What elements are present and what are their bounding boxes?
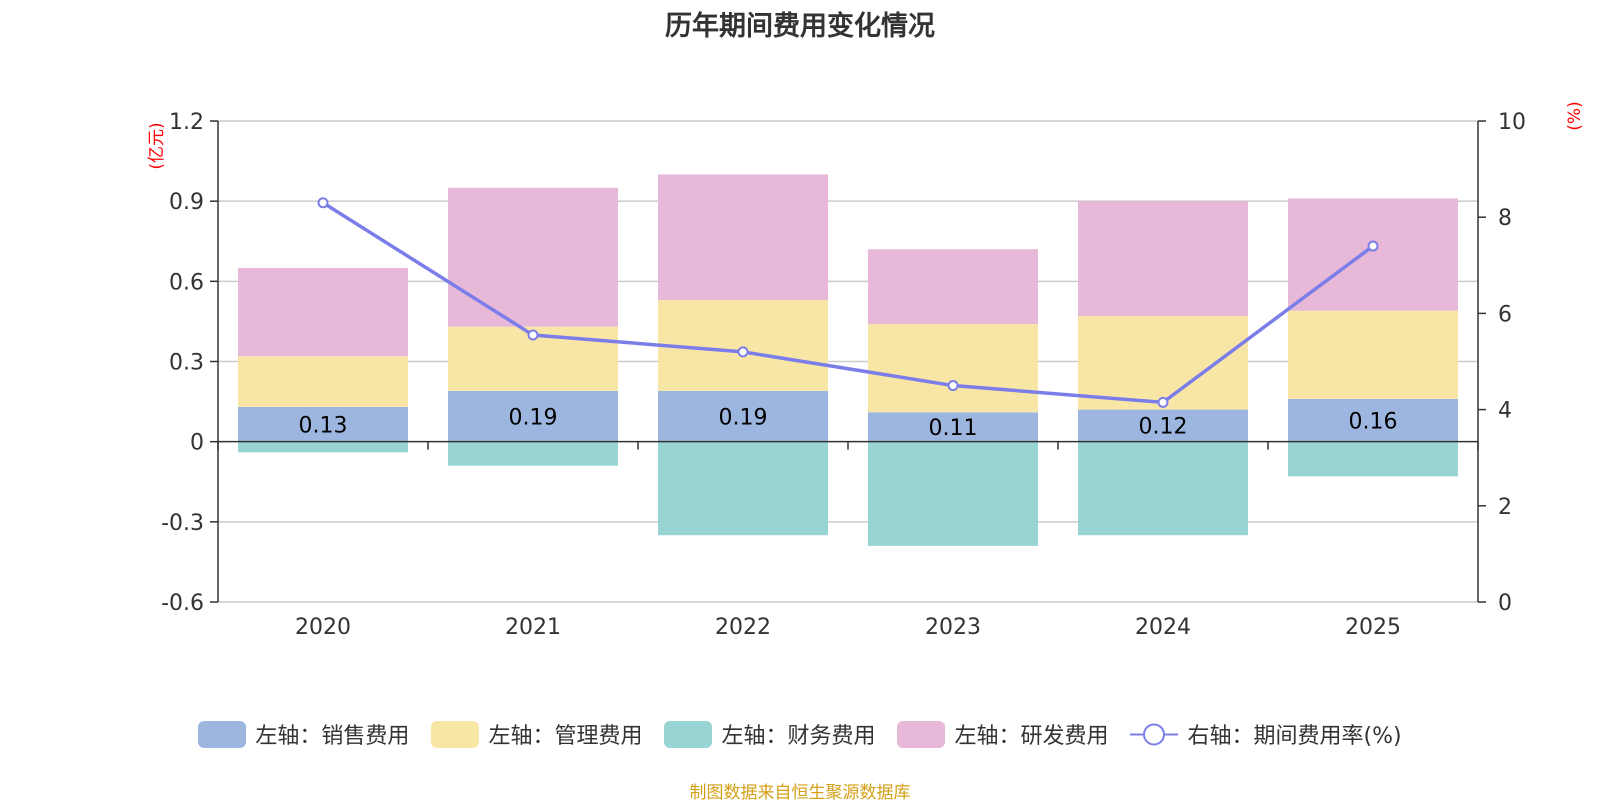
legend-swatch <box>431 720 480 748</box>
bar-1-2020 <box>238 356 408 407</box>
bar-1-2024 <box>1078 316 1248 410</box>
grid-lines <box>218 120 1478 603</box>
left-tick-label: -0.3 <box>161 511 204 536</box>
x-tick-label: 2021 <box>505 615 561 640</box>
right-tick-label: 6 <box>1498 302 1512 327</box>
legend-label: 左轴：管理费用 <box>488 724 643 749</box>
legend-line-icon <box>1130 723 1179 745</box>
bar-0-2021 <box>448 390 618 442</box>
x-tick-label: 2023 <box>925 615 981 640</box>
bars <box>238 174 1458 546</box>
bar-2-2023 <box>868 441 1038 546</box>
source-note: 制图数据来自恒生聚源数据库 <box>689 783 911 803</box>
bar-data-label: 0.19 <box>509 405 558 430</box>
bar-0-2022 <box>658 390 828 442</box>
legend-item[interactable]: 左轴：销售费用 <box>198 718 409 750</box>
labels: -0.6 -0.3 0 0.3 0.6 0.9 1.2 0 2 4 6 8 10 (亿元) (%) 0.13 0… <box>147 101 1585 640</box>
bar-2-2020 <box>238 441 408 453</box>
legend-swatch <box>664 720 713 748</box>
bar-3-2025 <box>1288 198 1458 311</box>
bar-3-2022 <box>658 174 828 301</box>
x-tick-label: 2020 <box>295 615 351 640</box>
rate-point-2023 <box>947 380 959 392</box>
x-tick-label: 2022 <box>715 615 771 640</box>
left-tick-label: 0.6 <box>169 270 204 295</box>
bar-2-2025 <box>1288 441 1458 477</box>
rate-point-2024 <box>1157 396 1169 408</box>
rate-point-2020 <box>317 197 329 209</box>
left-tick-label: 0.9 <box>169 190 204 215</box>
legend-item[interactable]: 左轴：财务费用 <box>664 718 875 750</box>
left-tick-label: -0.6 <box>161 591 204 616</box>
legend-swatch <box>897 720 946 748</box>
bar-data-label: 0.11 <box>929 416 978 441</box>
bar-1-2022 <box>658 300 828 391</box>
bar-3-2021 <box>448 187 618 327</box>
bar-3-2024 <box>1078 201 1248 317</box>
bar-3-2023 <box>868 249 1038 325</box>
bar-0-2024 <box>1078 409 1248 442</box>
bar-data-label: 0.19 <box>719 405 768 430</box>
bar-0-2025 <box>1288 398 1458 442</box>
legend-item[interactable]: 左轴：管理费用 <box>431 718 642 750</box>
left-tick-label: 0.3 <box>169 351 204 376</box>
bar-2-2021 <box>448 441 618 466</box>
legend-label: 右轴：期间费用率(%) <box>1187 724 1402 749</box>
legend: 左轴：销售费用 左轴：管理费用 左轴：财务费用 左轴：研发费用 右轴：期间费用率(%) <box>0 718 1600 750</box>
legend-label: 左轴：研发费用 <box>954 724 1109 749</box>
axes <box>210 120 1486 603</box>
bar-2-2024 <box>1078 441 1248 536</box>
x-tick-label: 2024 <box>1135 615 1191 640</box>
bar-1-2025 <box>1288 310 1458 399</box>
legend-label: 左轴：销售费用 <box>255 724 410 749</box>
bar-data-label: 0.16 <box>1349 409 1398 434</box>
left-tick-label: 0 <box>190 431 204 456</box>
x-tick-label: 2025 <box>1345 615 1401 640</box>
bar-2-2022 <box>658 441 828 536</box>
rate-line-path <box>322 201 1375 405</box>
right-tick-label: 2 <box>1498 495 1512 520</box>
bar-data-label: 0.13 <box>299 413 348 438</box>
right-tick-label: 10 <box>1498 110 1526 135</box>
left-axis-unit: (亿元) <box>147 122 167 169</box>
rate-point-2022 <box>737 346 749 358</box>
right-axis-unit: (%) <box>1565 101 1585 130</box>
right-tick-label: 0 <box>1498 591 1512 616</box>
legend-item[interactable]: 右轴：期间费用率(%) <box>1130 718 1402 750</box>
bar-data-label: 0.12 <box>1139 415 1188 440</box>
left-tick-label: 1.2 <box>169 110 204 135</box>
rate-line <box>317 197 1379 408</box>
rate-point-2021 <box>527 329 539 341</box>
bar-3-2020 <box>238 267 408 357</box>
right-tick-label: 8 <box>1498 206 1512 231</box>
chart-title: 历年期间费用变化情况 <box>665 11 935 42</box>
rate-point-2025 <box>1367 240 1379 252</box>
bar-0-2023 <box>868 412 1038 442</box>
legend-swatch <box>198 720 247 748</box>
bar-0-2020 <box>238 406 408 442</box>
bar-1-2023 <box>868 324 1038 413</box>
legend-label: 左轴：财务费用 <box>721 724 876 749</box>
right-tick-label: 4 <box>1498 399 1512 424</box>
legend-item[interactable]: 左轴：研发费用 <box>897 718 1108 750</box>
